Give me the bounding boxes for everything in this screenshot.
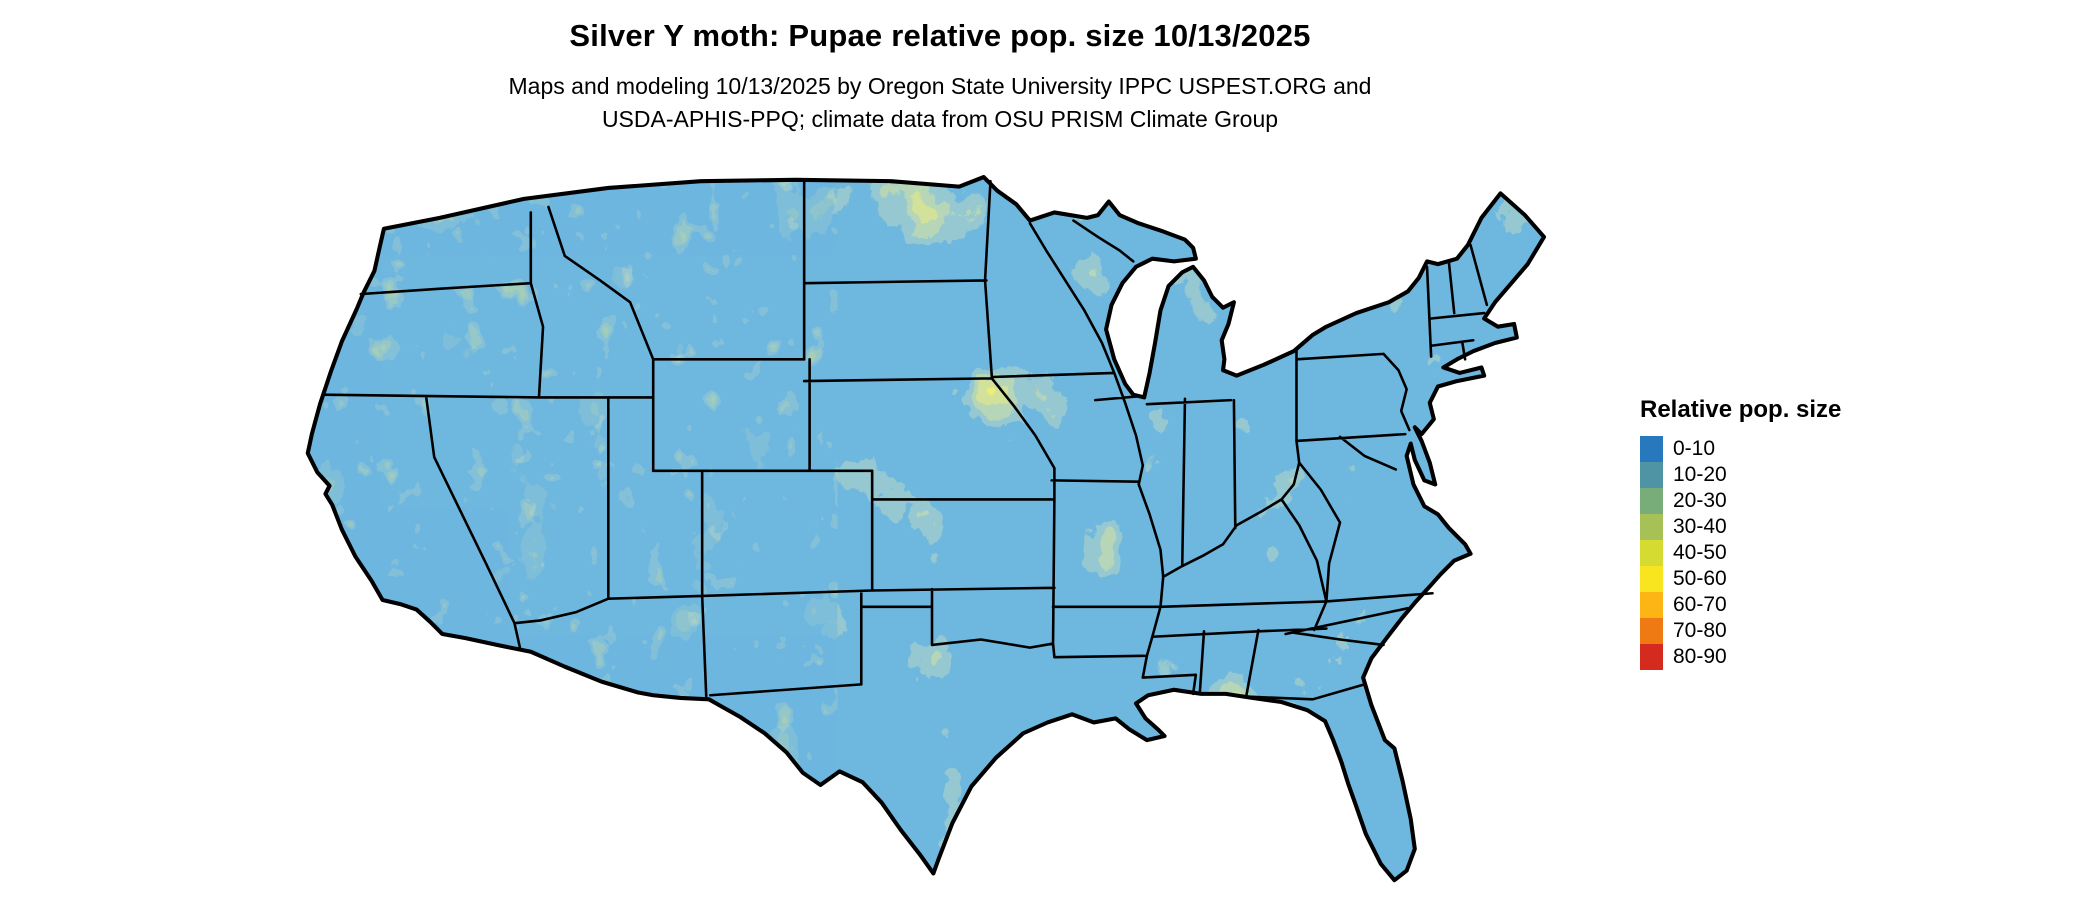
legend-label: 70-80	[1673, 619, 1727, 642]
legend-swatch	[1640, 540, 1663, 566]
legend-swatch	[1640, 436, 1663, 462]
us-outline	[305, 175, 1547, 883]
legend-item: 50-60	[1640, 566, 1860, 592]
population-raster	[307, 177, 1544, 881]
legend: Relative pop. size 0-10 10-20 20-30 30-4…	[1640, 396, 1860, 670]
legend-title: Relative pop. size	[1640, 396, 1842, 423]
legend-item: 10-20	[1640, 462, 1860, 488]
legend-label: 50-60	[1673, 567, 1727, 590]
legend-swatch	[1640, 462, 1663, 488]
legend-item: 40-50	[1640, 540, 1860, 566]
legend-item: 20-30	[1640, 488, 1860, 514]
us-map	[252, 158, 1612, 902]
legend-swatch	[1640, 592, 1663, 618]
legend-swatch	[1640, 644, 1663, 670]
legend-item: 0-10	[1640, 436, 1860, 462]
legend-swatch	[1640, 618, 1663, 644]
legend-swatch	[1640, 488, 1663, 514]
legend-label: 30-40	[1673, 515, 1727, 538]
legend-label: 0-10	[1673, 437, 1716, 460]
legend-item: 30-40	[1640, 514, 1860, 540]
legend-item: 80-90	[1640, 644, 1860, 670]
page-title: Silver Y moth: Pupae relative pop. size …	[569, 18, 1311, 53]
legend-label: 60-70	[1673, 593, 1727, 616]
state-borders	[321, 179, 1489, 701]
legend-label: 40-50	[1673, 541, 1727, 564]
legend-item: 70-80	[1640, 618, 1860, 644]
header: Silver Y moth: Pupae relative pop. size …	[0, 18, 1880, 136]
legend-item: 60-70	[1640, 592, 1860, 618]
subtitle-line-2: USDA-APHIS-PPQ; climate data from OSU PR…	[601, 106, 1279, 132]
legend-label: 20-30	[1673, 489, 1727, 512]
legend-swatch	[1640, 514, 1663, 540]
legend-label: 10-20	[1673, 463, 1727, 486]
legend-swatch	[1640, 566, 1663, 592]
subtitle-line-1: Maps and modeling 10/13/2025 by Oregon S…	[508, 73, 1372, 99]
us-map-svg	[305, 175, 1547, 883]
legend-label: 80-90	[1673, 645, 1727, 668]
